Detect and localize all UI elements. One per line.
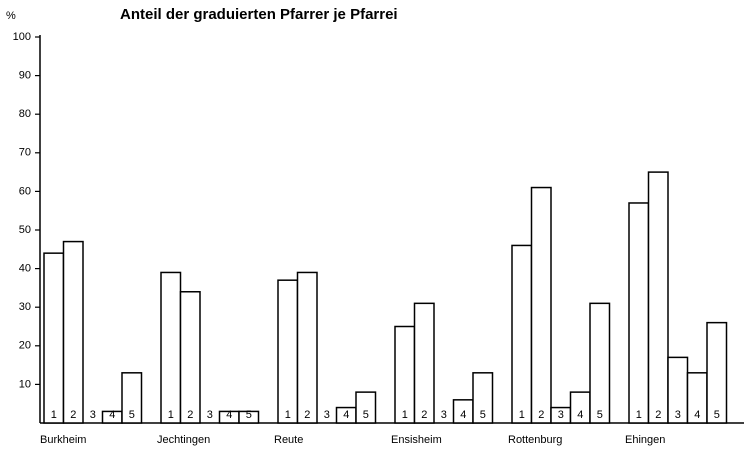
bar (706, 321, 728, 424)
bar-label: 1 (402, 409, 408, 421)
y-tick-label: 60 (19, 185, 31, 197)
x-tick-label: Rottenburg (508, 434, 562, 446)
y-tick-label: 20 (19, 340, 31, 352)
bar (43, 252, 65, 424)
bar (628, 202, 650, 424)
bar-label: 3 (90, 409, 96, 421)
bar-label: 5 (363, 409, 369, 421)
x-tick-label: Burkheim (40, 434, 86, 446)
bar-label: 5 (246, 409, 252, 421)
chart-title: Anteil der graduierten Pfarrer je Pfarre… (120, 6, 398, 23)
bar-label: 2 (655, 409, 661, 421)
bar-label: 4 (226, 409, 232, 421)
bar-label: 2 (70, 409, 76, 421)
x-tick-label: Jechtingen (157, 434, 210, 446)
bar-label: 2 (304, 409, 310, 421)
bar (238, 410, 260, 424)
bar-label: 3 (207, 409, 213, 421)
bar-label: 1 (285, 409, 291, 421)
bar-label: 4 (694, 409, 700, 421)
bar-label: 3 (675, 409, 681, 421)
y-tick-label: 40 (19, 263, 31, 275)
bar-label: 3 (558, 409, 564, 421)
y-tick-label: 10 (19, 378, 31, 390)
y-axis-label: % (6, 10, 16, 22)
bar-label: 4 (460, 409, 466, 421)
bar (160, 271, 182, 424)
bar (647, 171, 669, 424)
bar (511, 244, 533, 424)
bar (277, 279, 299, 424)
y-tick-label: 80 (19, 108, 31, 120)
bar (62, 240, 84, 424)
bar (355, 391, 377, 424)
bar-label: 1 (636, 409, 642, 421)
bar (296, 271, 318, 424)
bar-label: 5 (597, 409, 603, 421)
bar (472, 372, 494, 424)
bar-label: 3 (324, 409, 330, 421)
x-tick-label: Ensisheim (391, 434, 442, 446)
y-tick-label: 90 (19, 70, 31, 82)
bar-label: 1 (51, 409, 57, 421)
bar (530, 186, 552, 424)
bar-label: 2 (187, 409, 193, 421)
bar-label: 1 (168, 409, 174, 421)
bar-label: 5 (480, 409, 486, 421)
bar-label: 4 (109, 409, 115, 421)
bar-label: 4 (343, 409, 349, 421)
bar-label: 5 (714, 409, 720, 421)
y-tick-label: 70 (19, 147, 31, 159)
y-tick-label: 30 (19, 301, 31, 313)
bar-label: 2 (538, 409, 544, 421)
bar-label: 4 (577, 409, 583, 421)
bar (121, 372, 143, 424)
y-tick-label: 100 (13, 31, 31, 43)
x-tick-label: Reute (274, 434, 303, 446)
y-tick-label: 50 (19, 224, 31, 236)
bar-label: 2 (421, 409, 427, 421)
bar-label: 5 (129, 409, 135, 421)
bar-label: 1 (519, 409, 525, 421)
bar (413, 302, 435, 424)
bar-label: 3 (441, 409, 447, 421)
bar (589, 302, 611, 424)
x-tick-label: Ehingen (625, 434, 665, 446)
bar (179, 291, 201, 424)
